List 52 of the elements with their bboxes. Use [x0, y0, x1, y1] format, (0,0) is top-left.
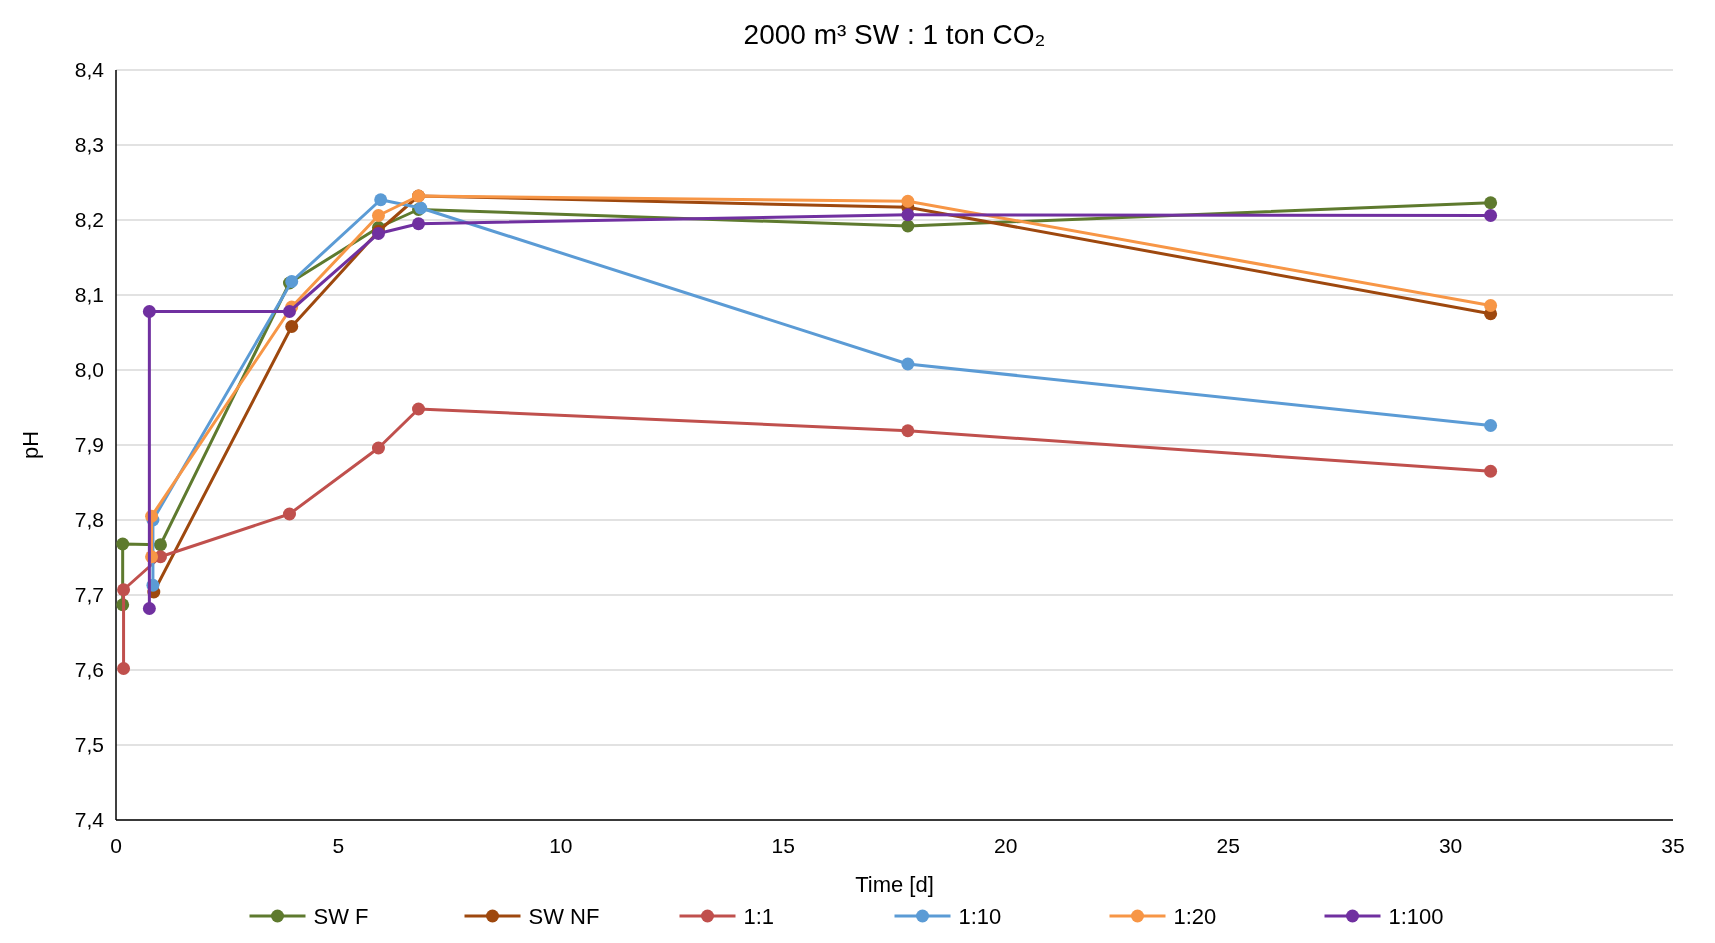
point [901, 208, 915, 222]
point [1484, 464, 1498, 478]
point [901, 357, 915, 371]
y-tick-label: 8,1 [74, 283, 104, 307]
point [142, 602, 156, 615]
point [153, 538, 167, 552]
y-tick-label: 7,8 [74, 508, 104, 532]
point [901, 194, 915, 208]
x-axis-title: Time [d] [855, 872, 934, 897]
x-tick-label: 0 [110, 834, 122, 857]
point [371, 209, 385, 222]
point [1484, 299, 1498, 312]
y-tick-label: 8,0 [74, 358, 104, 382]
legend-label: 1:1 [743, 903, 775, 929]
x-tick-label: 15 [771, 834, 795, 857]
x-tick-label: 10 [549, 834, 573, 857]
x-tick-label: 5 [332, 834, 345, 857]
point [142, 305, 156, 318]
point [1484, 196, 1498, 210]
point [1484, 209, 1498, 222]
point [282, 507, 296, 521]
point [282, 305, 296, 318]
point [285, 320, 299, 333]
legend-label: SW NF [528, 903, 600, 929]
point [901, 424, 915, 438]
y-tick-label: 7,4 [74, 808, 105, 832]
y-tick-label: 7,6 [74, 658, 104, 682]
x-tick-label: 25 [1216, 834, 1240, 857]
point [412, 217, 425, 231]
point [374, 193, 388, 207]
legend-label: 1:10 [958, 903, 1002, 929]
point [901, 219, 915, 233]
y-tick-label: 7,5 [74, 733, 104, 757]
point [116, 537, 130, 551]
y-tick-label: 8,2 [74, 208, 104, 232]
y-tick-label: 7,9 [74, 433, 104, 457]
y-axis-title: pH [18, 430, 43, 460]
point [1484, 419, 1498, 432]
point [117, 583, 131, 597]
legend-label: 1:20 [1173, 903, 1217, 929]
x-tick-label: 20 [994, 834, 1018, 857]
x-tick-label: 35 [1661, 834, 1685, 857]
point [117, 662, 131, 675]
chart-title: 2000 m³ SW : 1 ton CO₂ [743, 19, 1046, 50]
y-tick-label: 7,7 [74, 583, 104, 607]
x-tick-label: 30 [1438, 834, 1463, 857]
legend-label: 1:100 [1388, 903, 1444, 929]
y-tick-label: 8,3 [74, 133, 104, 157]
point [412, 402, 425, 416]
legend-label: SW F [313, 903, 369, 929]
point [371, 441, 385, 455]
y-tick-label: 8,4 [74, 58, 105, 82]
